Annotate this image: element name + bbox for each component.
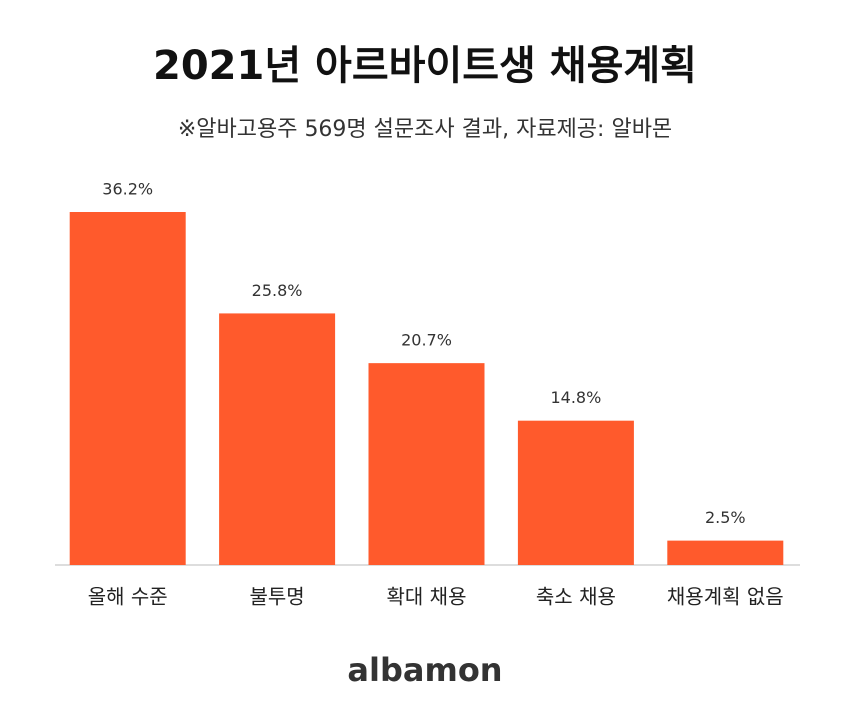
value-label: 2.5% bbox=[705, 508, 746, 527]
value-label: 20.7% bbox=[401, 331, 452, 350]
chart-title: 2021년 아르바이트생 채용계획 bbox=[153, 43, 697, 89]
x-tick-label: 축소 채용 bbox=[536, 585, 616, 609]
value-label: 36.2% bbox=[102, 180, 153, 199]
bar bbox=[517, 420, 634, 565]
x-tick-label: 올해 수준 bbox=[88, 585, 168, 609]
bar bbox=[368, 363, 485, 565]
logo: albamon bbox=[347, 651, 502, 689]
bar bbox=[69, 212, 186, 565]
bar bbox=[667, 540, 784, 565]
value-label: 14.8% bbox=[550, 388, 601, 407]
x-tick-label: 채용계획 없음 bbox=[667, 585, 784, 609]
value-label: 25.8% bbox=[252, 281, 303, 300]
x-tick-label: 불투명 bbox=[249, 585, 304, 609]
x-tick-label: 확대 채용 bbox=[387, 585, 467, 609]
chart-subtitle: ※알바고용주 569명 설문조사 결과, 자료제공: 알바몬 bbox=[178, 117, 672, 142]
bar bbox=[219, 313, 336, 565]
